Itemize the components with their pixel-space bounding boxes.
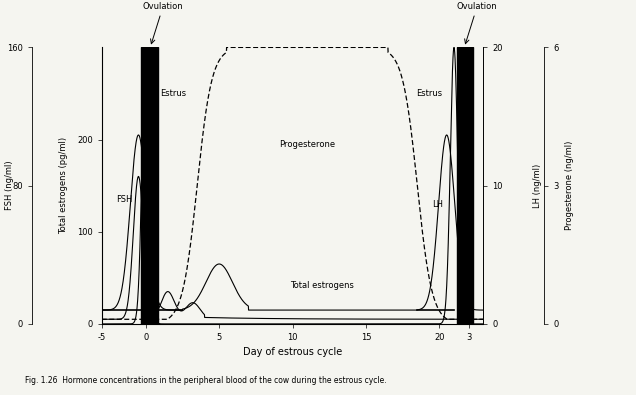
Text: Ovulation: Ovulation (143, 2, 183, 44)
Bar (457, 47, 473, 324)
Text: Estrus: Estrus (160, 89, 186, 98)
Text: Progesterone: Progesterone (279, 140, 335, 149)
Text: FSH (ng/ml): FSH (ng/ml) (5, 161, 14, 211)
Text: Progesterone (ng/ml): Progesterone (ng/ml) (565, 141, 574, 230)
Text: FSH: FSH (116, 195, 133, 204)
Text: Estrus: Estrus (416, 89, 442, 98)
Text: LH (ng/ml): LH (ng/ml) (533, 164, 542, 208)
Text: Ovulation: Ovulation (457, 2, 497, 44)
Text: Fig. 1.26  Hormone concentrations in the peripheral blood of the cow during the : Fig. 1.26 Hormone concentrations in the … (25, 376, 387, 385)
Text: LH: LH (432, 199, 443, 209)
Bar (141, 47, 158, 324)
Text: Total estrogens: Total estrogens (290, 281, 354, 290)
X-axis label: Day of estrous cycle: Day of estrous cycle (243, 348, 342, 357)
Text: Total estrogens (pg/ml): Total estrogens (pg/ml) (59, 137, 68, 234)
